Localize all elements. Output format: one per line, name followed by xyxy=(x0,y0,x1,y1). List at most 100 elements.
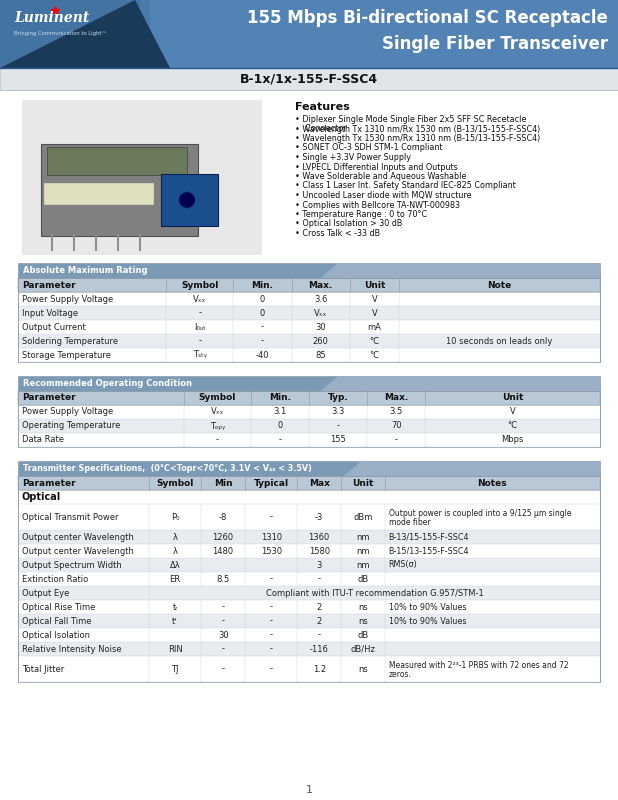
Text: λ: λ xyxy=(172,533,177,542)
FancyBboxPatch shape xyxy=(18,263,600,278)
Text: Vₓₓ: Vₓₓ xyxy=(314,309,328,318)
Text: Output center Wavelength: Output center Wavelength xyxy=(22,546,134,555)
Text: P₀: P₀ xyxy=(171,513,179,522)
Text: 2: 2 xyxy=(316,602,322,611)
Text: -: - xyxy=(216,435,219,445)
FancyBboxPatch shape xyxy=(18,600,600,614)
Text: Min.: Min. xyxy=(252,281,273,290)
Text: -: - xyxy=(222,645,225,654)
Text: B-1x/1x-155-F-SSC4: B-1x/1x-155-F-SSC4 xyxy=(240,73,378,86)
Text: Tₛₜᵧ: Tₛₜᵧ xyxy=(193,350,207,359)
Text: Parameter: Parameter xyxy=(22,394,75,402)
Text: -: - xyxy=(222,602,225,611)
Text: -: - xyxy=(269,617,273,626)
Text: Typ.: Typ. xyxy=(328,394,349,402)
Text: dBm: dBm xyxy=(353,513,373,522)
Text: ER: ER xyxy=(169,574,180,583)
FancyBboxPatch shape xyxy=(18,572,600,586)
FancyBboxPatch shape xyxy=(18,348,600,362)
Text: -: - xyxy=(278,435,281,445)
Text: Symbol: Symbol xyxy=(198,394,236,402)
Text: Mbps: Mbps xyxy=(502,435,524,445)
Text: nm: nm xyxy=(356,561,370,570)
Text: -: - xyxy=(269,602,273,611)
Text: Transmitter Specifications,  (0°C<Topr<70°C, 3.1V < Vₓₓ < 3.5V): Transmitter Specifications, (0°C<Topr<70… xyxy=(23,464,312,473)
FancyBboxPatch shape xyxy=(18,656,600,682)
Text: dB: dB xyxy=(357,574,368,583)
FancyBboxPatch shape xyxy=(18,376,600,391)
Text: Parameter: Parameter xyxy=(22,478,75,487)
FancyBboxPatch shape xyxy=(22,100,262,255)
FancyBboxPatch shape xyxy=(18,292,600,306)
Text: Luminent: Luminent xyxy=(14,11,89,25)
Text: -3: -3 xyxy=(315,513,323,522)
FancyBboxPatch shape xyxy=(18,476,600,490)
Text: -: - xyxy=(222,665,225,674)
FancyBboxPatch shape xyxy=(18,278,600,292)
Text: 1580: 1580 xyxy=(308,546,330,555)
Text: 1480: 1480 xyxy=(213,546,234,555)
Text: Single Fiber Transceiver: Single Fiber Transceiver xyxy=(382,35,608,53)
Text: -: - xyxy=(269,665,273,674)
Text: 30: 30 xyxy=(218,630,229,639)
Polygon shape xyxy=(344,461,600,476)
Circle shape xyxy=(179,192,195,208)
Text: Max.: Max. xyxy=(384,394,408,402)
Text: Unit: Unit xyxy=(352,478,373,487)
Text: 10% to 90% Values: 10% to 90% Values xyxy=(389,602,466,611)
Text: Unit: Unit xyxy=(502,394,523,402)
Text: -: - xyxy=(222,617,225,626)
Text: Vₓₓ: Vₓₓ xyxy=(211,407,224,417)
Text: • Cross Talk < -33 dB: • Cross Talk < -33 dB xyxy=(295,229,380,238)
Text: 260: 260 xyxy=(313,337,329,346)
Text: Input Voltage: Input Voltage xyxy=(22,309,78,318)
Text: Compliant with ITU-T recommendation G.957/STM-1: Compliant with ITU-T recommendation G.95… xyxy=(266,589,483,598)
Polygon shape xyxy=(321,376,600,391)
Text: Connector: Connector xyxy=(295,124,347,133)
Text: °C: °C xyxy=(508,422,518,430)
Text: mode fiber: mode fiber xyxy=(389,518,430,527)
Polygon shape xyxy=(321,263,600,278)
Text: 1260: 1260 xyxy=(213,533,234,542)
Text: -: - xyxy=(318,574,321,583)
Text: Power Supply Voltage: Power Supply Voltage xyxy=(22,407,113,417)
Text: Output Eye: Output Eye xyxy=(22,589,69,598)
Text: Optical Rise Time: Optical Rise Time xyxy=(22,602,95,611)
Text: • Diplexer Single Mode Single Fiber 2x5 SFF SC Recetacle: • Diplexer Single Mode Single Fiber 2x5 … xyxy=(295,115,527,124)
Text: Min: Min xyxy=(214,478,232,487)
Text: TJ: TJ xyxy=(171,665,179,674)
Text: B-13/15-155-F-SSC4: B-13/15-155-F-SSC4 xyxy=(389,533,469,542)
Text: 10 seconds on leads only: 10 seconds on leads only xyxy=(446,337,552,346)
Text: -40: -40 xyxy=(256,350,269,359)
Text: Extinction Ratio: Extinction Ratio xyxy=(22,574,88,583)
FancyBboxPatch shape xyxy=(18,306,600,320)
Text: ns: ns xyxy=(358,665,368,674)
Text: 3.1: 3.1 xyxy=(273,407,287,417)
Text: tᶠ: tᶠ xyxy=(172,617,178,626)
Text: -: - xyxy=(269,513,273,522)
Text: Features: Features xyxy=(295,102,350,112)
Text: -: - xyxy=(318,630,321,639)
Text: tᵣ: tᵣ xyxy=(172,602,178,611)
Text: I₀ᵤₜ: I₀ᵤₜ xyxy=(194,322,206,331)
Text: -: - xyxy=(269,574,273,583)
Text: 70: 70 xyxy=(391,422,402,430)
Text: • LVPECL Differential Inputs and Outputs: • LVPECL Differential Inputs and Outputs xyxy=(295,162,458,171)
FancyBboxPatch shape xyxy=(47,147,187,175)
FancyBboxPatch shape xyxy=(18,530,600,544)
FancyBboxPatch shape xyxy=(0,0,140,68)
FancyBboxPatch shape xyxy=(44,183,154,205)
FancyBboxPatch shape xyxy=(18,391,600,405)
Text: 8.5: 8.5 xyxy=(216,574,230,583)
Text: Soldering Temperature: Soldering Temperature xyxy=(22,337,118,346)
Text: V: V xyxy=(510,407,515,417)
FancyBboxPatch shape xyxy=(18,490,600,504)
Text: Data Rate: Data Rate xyxy=(22,435,64,445)
Text: 0: 0 xyxy=(277,422,282,430)
Text: 2: 2 xyxy=(316,617,322,626)
Text: Storage Temperature: Storage Temperature xyxy=(22,350,111,359)
Text: Optical: Optical xyxy=(22,492,61,502)
Text: Optical Fall Time: Optical Fall Time xyxy=(22,617,91,626)
Text: Measured with 2²³-1 PRBS with 72 ones and 72: Measured with 2²³-1 PRBS with 72 ones an… xyxy=(389,661,569,670)
Text: 1360: 1360 xyxy=(308,533,330,542)
